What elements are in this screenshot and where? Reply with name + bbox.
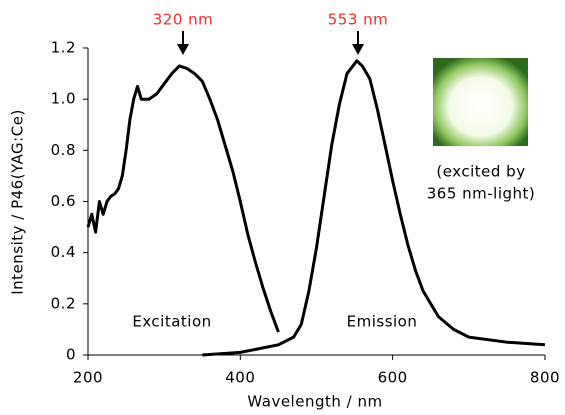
- x-tick-label: 800: [530, 369, 560, 387]
- series-label: Excitation: [132, 313, 211, 331]
- x-tick-label: 400: [225, 369, 255, 387]
- photo-inset: [433, 58, 528, 146]
- series-label: Emission: [347, 313, 418, 331]
- arrow-head: [352, 44, 364, 55]
- series-line: [202, 59, 546, 357]
- y-tick-label: 0.8: [51, 141, 76, 159]
- y-tick-label: 0.6: [51, 192, 76, 210]
- x-tick-label: 200: [73, 369, 103, 387]
- y-tick-label: 0.2: [51, 294, 76, 312]
- y-tick-label: 0.4: [51, 243, 76, 261]
- y-axis-label: Intensity / P46(YAG:Ce): [9, 109, 27, 295]
- y-tick-label: 1.2: [51, 39, 76, 57]
- y-tick-label: 0: [66, 346, 76, 364]
- peak-label: 553 nm: [328, 11, 389, 29]
- series-line: [86, 64, 280, 333]
- inset-caption: 365 nm-light): [427, 185, 536, 203]
- x-tick-label: 600: [378, 369, 408, 387]
- y-tick-label: 1.0: [51, 90, 76, 108]
- arrow-head: [177, 44, 189, 55]
- peak-label: 320 nm: [153, 11, 214, 29]
- x-axis-label: Wavelength / nm: [247, 393, 382, 411]
- inset-caption: (excited by: [436, 163, 525, 181]
